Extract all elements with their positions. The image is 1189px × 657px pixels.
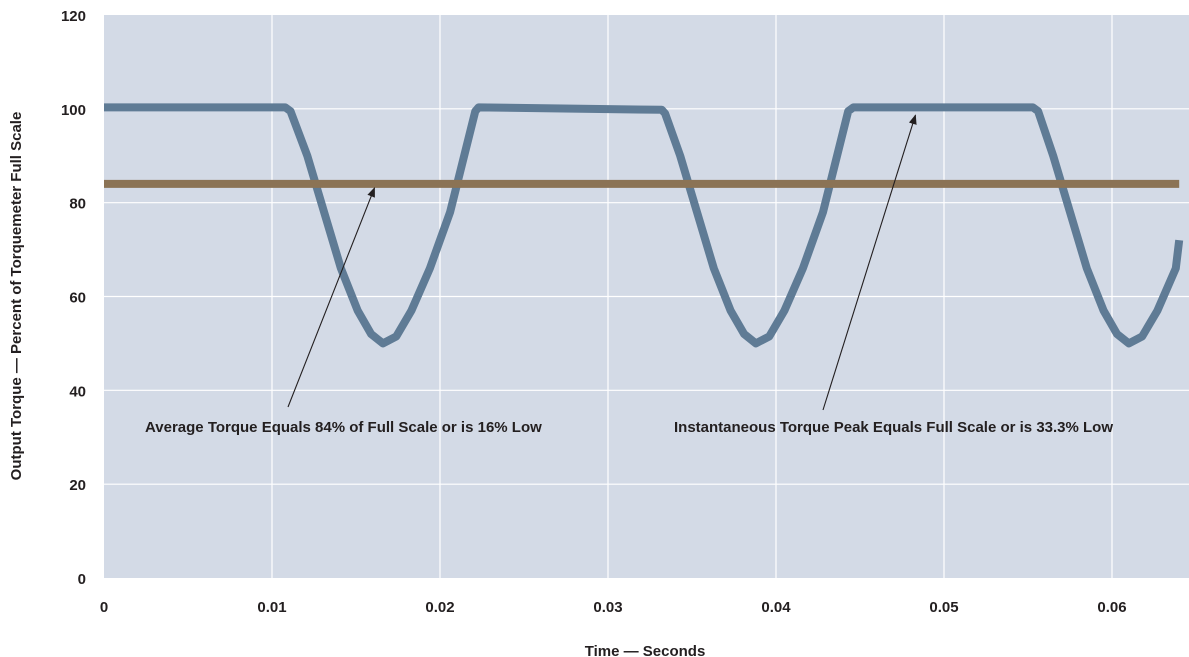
y-tick-label: 0 [78, 571, 86, 588]
annotation-arrow [822, 114, 917, 411]
x-tick-label: 0.06 [1097, 599, 1126, 616]
y-tick-label: 20 [69, 477, 86, 494]
y-axis-title: Output Torque — Percent of Torquemeter F… [8, 112, 25, 481]
y-tick-label: 80 [69, 196, 86, 213]
y-tick-label: 40 [69, 383, 86, 400]
series-group [104, 103, 1184, 348]
x-tick-label: 0.02 [425, 599, 454, 616]
y-tick-label: 120 [61, 8, 86, 25]
x-tick-labels: 0 0.01 0.02 0.03 0.04 0.05 0.06 [100, 599, 1127, 616]
x-tick-label: 0.01 [257, 599, 286, 616]
y-tick-labels: 0 20 40 60 80 100 120 [61, 8, 86, 588]
x-tick-label: 0.04 [761, 599, 791, 616]
x-tick-label: 0.05 [929, 599, 958, 616]
y-tick-label: 100 [61, 102, 86, 119]
torque-series-line [104, 103, 1184, 348]
x-axis-title: Time — Seconds [585, 643, 706, 657]
annotations: Average Torque Equals 84% of Full Scale … [145, 114, 1113, 436]
x-tick-label: 0.03 [593, 599, 622, 616]
y-tick-label: 60 [69, 290, 86, 307]
annotation-label: Average Torque Equals 84% of Full Scale … [145, 419, 542, 436]
annotation-label: Instantaneous Torque Peak Equals Full Sc… [674, 419, 1113, 436]
annotation-arrow [287, 186, 375, 408]
x-tick-label: 0 [100, 599, 108, 616]
